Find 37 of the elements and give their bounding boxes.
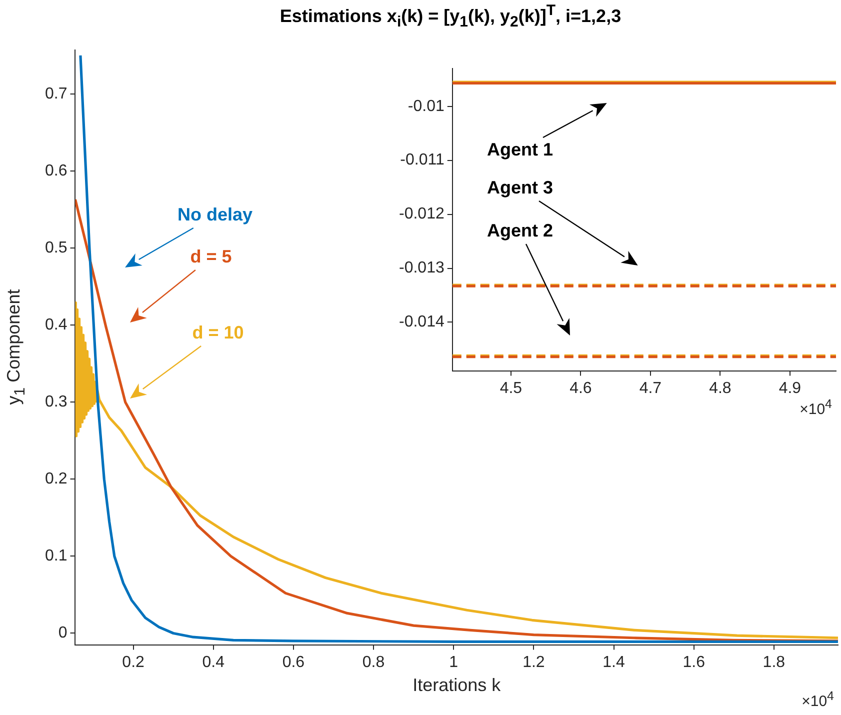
x-tick-label: 4.7 bbox=[639, 380, 662, 397]
x-tick-label: 4.5 bbox=[500, 380, 522, 397]
x-tick-label: 4.8 bbox=[709, 380, 732, 397]
y-tick-label: 0.4 bbox=[44, 316, 68, 334]
y-tick-label: 0.7 bbox=[44, 85, 68, 102]
x-tick-label: 0.2 bbox=[122, 654, 145, 671]
annotation: ×10$^{4}$ bbox=[800, 396, 832, 418]
x-tick-label: 1.2 bbox=[522, 654, 545, 671]
x-tick-label: 1.6 bbox=[682, 654, 706, 671]
chart-title: Estimations x$_{i}$(k) = [y$_{1}$(k), y$_{2}$(k)]$^{T}$, i=1,2,3 bbox=[280, 2, 622, 31]
annotation: d = 5 bbox=[190, 246, 232, 268]
y-tick-label: 0.1 bbox=[44, 548, 68, 565]
x-axis-title: Iterations k bbox=[412, 674, 501, 696]
text: ×10$^{4}$ bbox=[802, 688, 834, 710]
annotation: Agent 1 bbox=[486, 140, 554, 160]
x-tick-label: 1.4 bbox=[602, 654, 625, 671]
x-tick-label: 1 bbox=[449, 654, 458, 671]
annotation: No delay bbox=[177, 204, 253, 226]
annotation: d = 10 bbox=[192, 322, 244, 344]
annotation: Agent 2 bbox=[486, 220, 554, 242]
y-tick-label: 0.6 bbox=[44, 162, 68, 180]
y-tick-label: -0.014 bbox=[398, 314, 444, 331]
x-tick-label: 0.4 bbox=[202, 654, 225, 671]
annotation: Agent 3 bbox=[486, 178, 554, 198]
y-tick-label: 0.5 bbox=[44, 239, 68, 256]
x-tick-label: 0.8 bbox=[362, 654, 385, 671]
y-tick-label: -0.013 bbox=[398, 260, 444, 277]
x-tick-label: 1.8 bbox=[762, 654, 786, 671]
x-tick-label: 4.9 bbox=[778, 380, 802, 397]
x-tick-label: 0.6 bbox=[282, 654, 305, 671]
y-tick-label: -0.011 bbox=[400, 152, 444, 169]
y-tick-label: 0 bbox=[58, 624, 68, 642]
y-tick-label: -0.012 bbox=[398, 206, 444, 223]
y-tick-label: 0.3 bbox=[44, 394, 68, 411]
x-tick-label: 4.6 bbox=[570, 380, 592, 397]
y-tick-label: -0.01 bbox=[408, 98, 444, 115]
y-tick-label: 0.2 bbox=[44, 470, 68, 488]
